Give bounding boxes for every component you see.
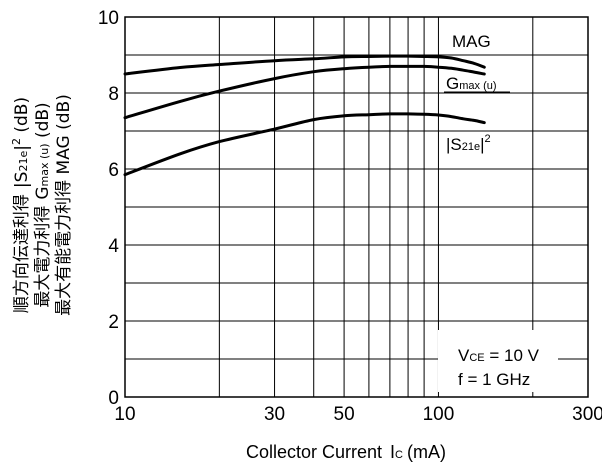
y-tick-label: 2	[108, 312, 119, 333]
series-line-2	[123, 112, 486, 177]
y-tick-label: 0	[108, 388, 119, 409]
x-tick-label: 50	[334, 404, 355, 425]
condition-vce: VCE = 10 V	[458, 346, 540, 365]
curves	[123, 54, 486, 177]
series-label-s21e: |S21e|2	[446, 133, 491, 154]
grid	[125, 17, 588, 397]
x-tick-label: 100	[423, 404, 455, 425]
series-line-1	[123, 64, 486, 120]
series-label-mag: MAG	[452, 32, 491, 51]
y-tick-label: 8	[108, 84, 119, 105]
series-label-gmax: Gmax (u)	[446, 74, 497, 93]
conditions-box	[438, 330, 558, 392]
plot-frame	[124, 16, 589, 398]
y-axis-label-s21e: 順方向伝達利得|S21e|2 (dB)	[10, 97, 32, 313]
series-line-0	[123, 54, 486, 76]
tick-labels: 0 2 4 6 8 10 10 30 50 100 300	[98, 8, 602, 425]
x-axis-label: Collector Current IC (mA)	[246, 442, 446, 462]
x-tick-label: 300	[572, 404, 602, 425]
y-tick-label: 4	[108, 236, 119, 257]
y-axis-label-mag: 最大有能電力利得 MAG (dB)	[54, 94, 74, 316]
x-tick-label: 30	[264, 404, 285, 425]
x-tick-label: 10	[114, 404, 135, 425]
condition-frequency: f = 1 GHz	[458, 370, 530, 389]
y-tick-label: 10	[98, 8, 119, 29]
y-tick-label: 6	[108, 160, 119, 181]
y-axis-label-gmax: 最大電力利得Gmax (u) (dB)	[33, 102, 53, 307]
